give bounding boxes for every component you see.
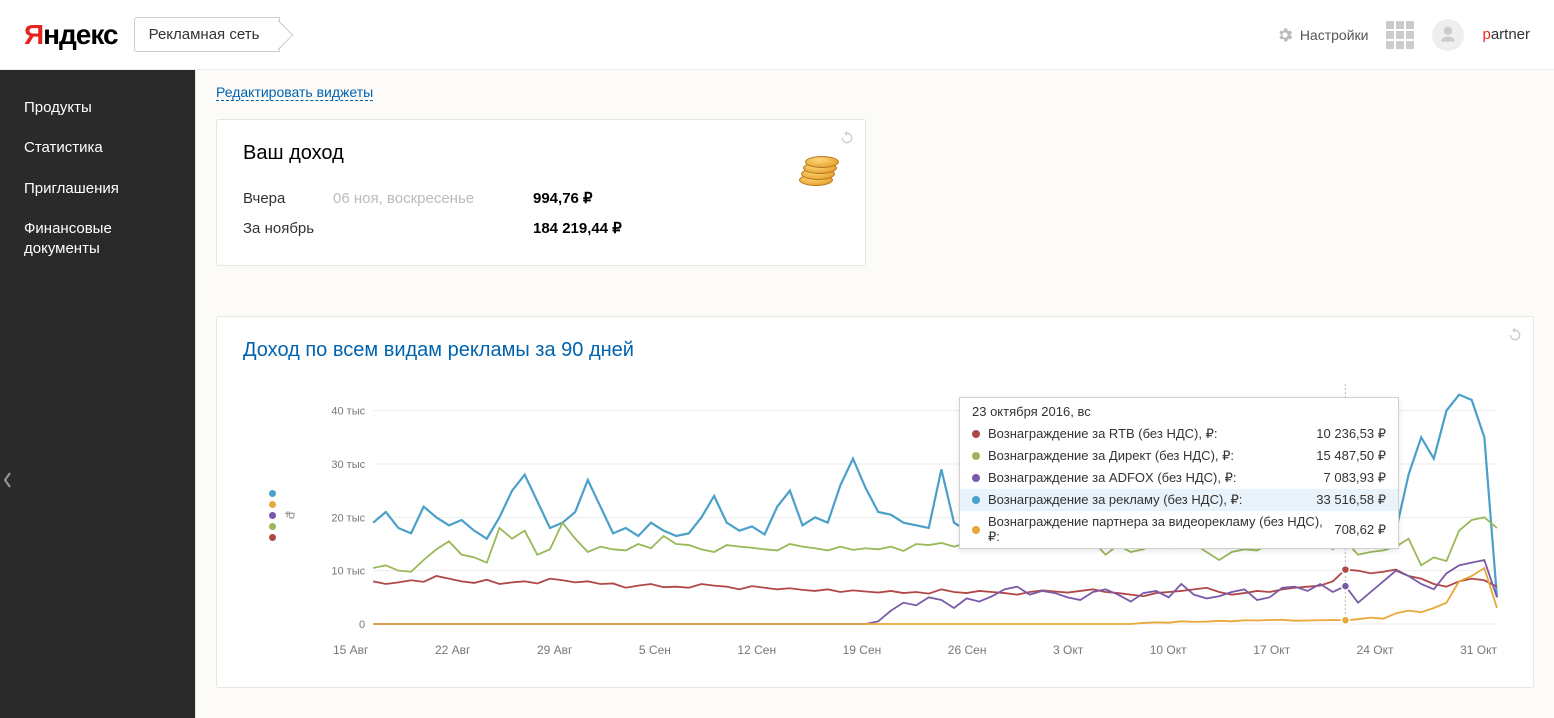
x-axis-labels: 15 Авг 22 Авг 29 Авг 5 Сен 12 Сен 19 Сен 26 Се… bbox=[323, 643, 1507, 657]
income-value: 184 219,44 ₽ bbox=[533, 219, 622, 237]
sidebar-item[interactable]: Статистика bbox=[0, 128, 195, 168]
legend-dot bbox=[269, 512, 276, 519]
x-tick: 17 Окт bbox=[1253, 643, 1290, 657]
tooltip-label: Вознаграждение за ADFOX (без НДС), ₽: bbox=[988, 470, 1316, 486]
income-widget-title: Ваш доход bbox=[243, 142, 839, 165]
x-tick: 19 Сен bbox=[843, 643, 882, 657]
logo-y: Я bbox=[24, 19, 43, 51]
x-tick: 26 Сен bbox=[948, 643, 987, 657]
legend-dot bbox=[269, 523, 276, 530]
tooltip-bullet bbox=[972, 452, 980, 460]
income-widget: Ваш доход Вчера06 ноя, воскресенье994,76… bbox=[216, 119, 866, 266]
tooltip-date: 23 октября 2016, вс bbox=[960, 398, 1398, 423]
sidebar-item[interactable]: Приглашения bbox=[0, 169, 195, 209]
tooltip-label: Вознаграждение за рекламу (без НДС), ₽: bbox=[988, 492, 1308, 508]
tooltip-row: Вознаграждение за Директ (без НДС), ₽: 15… bbox=[960, 445, 1398, 467]
income-date: 06 ноя, воскресенье bbox=[333, 190, 533, 207]
tooltip-value: 33 516,58 ₽ bbox=[1316, 492, 1386, 508]
main-content: Редактировать виджеты Ваш доход Вчера06 … bbox=[195, 70, 1554, 718]
user-icon bbox=[1438, 25, 1458, 45]
svg-text:0: 0 bbox=[359, 619, 365, 631]
y-axis-unit: ₽ bbox=[282, 511, 297, 519]
income-row: Вчера06 ноя, воскресенье994,76 ₽ bbox=[243, 183, 839, 213]
x-tick: 10 Окт bbox=[1150, 643, 1187, 657]
edit-widgets-link[interactable]: Редактировать виджеты bbox=[216, 84, 373, 101]
income-label: Вчера bbox=[243, 190, 333, 207]
legend-dot bbox=[269, 490, 276, 497]
x-tick: 22 Авг bbox=[435, 643, 470, 657]
svg-text:10 тыс: 10 тыс bbox=[331, 566, 365, 578]
x-tick: 5 Сен bbox=[639, 643, 671, 657]
svg-text:40 тыс: 40 тыс bbox=[331, 406, 365, 418]
topbar: Яндекс Рекламная сеть Настройки partner bbox=[0, 0, 1554, 70]
x-tick: 12 Сен bbox=[737, 643, 776, 657]
tooltip-label: Вознаграждение за RTB (без НДС), ₽: bbox=[988, 426, 1308, 442]
income-label: За ноябрь bbox=[243, 220, 333, 237]
sidebar-item[interactable]: Продукты bbox=[0, 88, 195, 128]
topbar-right: Настройки partner bbox=[1276, 19, 1530, 51]
settings-button[interactable]: Настройки bbox=[1276, 26, 1369, 44]
sidebar-item[interactable]: Финансовые документы bbox=[0, 209, 195, 270]
legend-dot bbox=[269, 501, 276, 508]
x-tick: 15 Авг bbox=[333, 643, 368, 657]
settings-label: Настройки bbox=[1300, 27, 1369, 43]
chart-tooltip: 23 октября 2016, вс Вознаграждение за RT… bbox=[959, 397, 1399, 549]
apps-grid-icon[interactable] bbox=[1386, 21, 1414, 49]
service-label: Рекламная сеть bbox=[149, 26, 260, 43]
tooltip-value: 708,62 ₽ bbox=[1334, 522, 1386, 538]
svg-text:20 тыс: 20 тыс bbox=[331, 512, 365, 524]
refresh-icon[interactable] bbox=[1507, 327, 1523, 343]
x-tick: 24 Окт bbox=[1357, 643, 1394, 657]
tooltip-row: Вознаграждение партнера за видеорекламу … bbox=[960, 511, 1398, 548]
x-tick: 3 Окт bbox=[1053, 643, 1083, 657]
sidebar-collapse-handle[interactable] bbox=[0, 450, 15, 510]
username-rest: artner bbox=[1491, 26, 1530, 43]
tooltip-bullet bbox=[972, 526, 980, 534]
service-tag[interactable]: Рекламная сеть bbox=[134, 17, 281, 52]
username[interactable]: partner bbox=[1482, 26, 1530, 43]
x-tick: 29 Авг bbox=[537, 643, 572, 657]
tooltip-row: Вознаграждение за рекламу (без НДС), ₽: 3… bbox=[960, 489, 1398, 511]
coins-icon bbox=[799, 144, 841, 186]
sidebar: ПродуктыСтатистикаПриглашенияФинансовые … bbox=[0, 70, 195, 718]
tooltip-row: Вознаграждение за RTB (без НДС), ₽: 10 23… bbox=[960, 423, 1398, 445]
refresh-icon[interactable] bbox=[839, 130, 855, 146]
tooltip-row: Вознаграждение за ADFOX (без НДС), ₽: 7 0… bbox=[960, 467, 1398, 489]
tooltip-value: 10 236,53 ₽ bbox=[1316, 426, 1386, 442]
tooltip-value: 15 487,50 ₽ bbox=[1316, 448, 1386, 464]
yandex-logo[interactable]: Яндекс bbox=[24, 19, 118, 51]
legend-dot bbox=[269, 534, 276, 541]
logo-rest: ндекс bbox=[43, 19, 117, 51]
tooltip-label: Вознаграждение за Директ (без НДС), ₽: bbox=[988, 448, 1308, 464]
chart-widget: Доход по всем видам рекламы за 90 дней ₽… bbox=[216, 316, 1534, 688]
tooltip-bullet bbox=[972, 474, 980, 482]
income-value: 994,76 ₽ bbox=[533, 189, 593, 207]
chart-canvas[interactable]: 0 10 тыс 20 тыс 30 тыс 40 тыс 23 октября 201… bbox=[323, 374, 1507, 657]
chart-title-link[interactable]: Доход по всем видам рекламы за 90 дней bbox=[243, 339, 634, 361]
tooltip-label: Вознаграждение партнера за видеорекламу … bbox=[988, 514, 1326, 545]
y-axis-legend: ₽ bbox=[243, 374, 323, 657]
tooltip-bullet bbox=[972, 430, 980, 438]
chevron-left-icon bbox=[2, 471, 12, 489]
chart-area: ₽ 0 10 тыс 20 тыс 30 тыс 40 тыс 23 октября 2… bbox=[243, 374, 1507, 657]
income-row: За ноябрь 184 219,44 ₽ bbox=[243, 213, 839, 243]
tooltip-value: 7 083,93 ₽ bbox=[1324, 470, 1387, 486]
gear-icon bbox=[1276, 26, 1294, 44]
avatar[interactable] bbox=[1432, 19, 1464, 51]
svg-text:30 тыс: 30 тыс bbox=[331, 459, 365, 471]
x-tick: 31 Окт bbox=[1460, 643, 1497, 657]
username-first: p bbox=[1482, 26, 1490, 43]
tooltip-bullet bbox=[972, 496, 980, 504]
